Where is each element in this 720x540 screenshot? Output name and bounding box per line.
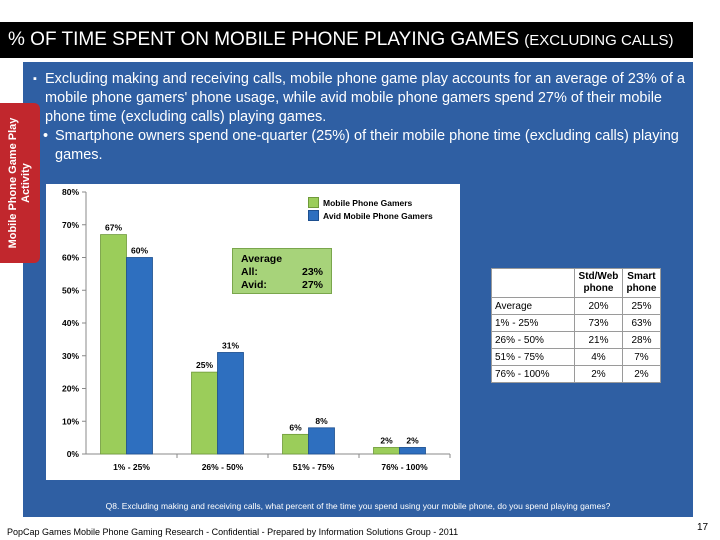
page-number: 17 — [697, 522, 709, 533]
chart-legend: Mobile Phone Gamers Avid Mobile Phone Ga… — [308, 196, 433, 222]
table-header — [491, 268, 575, 298]
table-cell: 4% — [574, 348, 623, 366]
y-tick-label: 40% — [62, 318, 79, 328]
bullet-list: ▪ Excluding making and receiving calls, m… — [33, 70, 693, 165]
data-label: 8% — [315, 416, 328, 426]
average-row-avid: Avid: 27% — [241, 279, 323, 291]
table-cell: 2% — [621, 365, 662, 383]
table-row: 76% - 100% 2% 2% — [491, 365, 662, 383]
table-row: 26% - 50% 21% 28% — [491, 331, 662, 349]
table-row: 1% - 25% 73% 63% — [491, 314, 662, 332]
table-cell: 2% — [574, 365, 623, 383]
table-header-row: Std/Web phone Smart phone — [491, 268, 662, 298]
bar-avid-gamers — [217, 352, 244, 455]
y-tick-label: 60% — [62, 253, 79, 263]
x-tick-label: 76% - 100% — [381, 462, 428, 472]
x-tick-label: 26% - 50% — [202, 462, 244, 472]
table-cell: 76% - 100% — [491, 365, 575, 383]
bar-avid-gamers — [126, 257, 153, 455]
bar-mobile-gamers — [282, 433, 309, 455]
table-row: Average 20% 25% — [491, 297, 662, 315]
bar-avid-gamers — [308, 427, 335, 455]
average-box: Average All: 23% Avid: 27% — [232, 248, 332, 294]
average-row-all: All: 23% — [241, 266, 323, 278]
y-tick-label: 20% — [62, 384, 79, 394]
x-tick-label: 1% - 25% — [113, 462, 150, 472]
table-cell: 20% — [574, 297, 623, 315]
y-tick-label: 10% — [62, 416, 79, 426]
legend-swatch-green — [308, 197, 319, 208]
table-cell: 25% — [621, 297, 662, 315]
bar-avid-gamers — [399, 447, 426, 455]
legend-item-avid: Avid Mobile Phone Gamers — [308, 209, 433, 222]
table-cell: 21% — [574, 331, 623, 349]
y-tick-label: 70% — [62, 220, 79, 230]
data-label: 31% — [222, 340, 239, 350]
table-row: 51% - 75% 4% 7% — [491, 348, 662, 366]
bar-mobile-gamers — [373, 447, 400, 455]
table-cell: 7% — [621, 348, 662, 366]
table-cell: 51% - 75% — [491, 348, 575, 366]
bar-chart: 0% 10% 20% 30% 40% 50% 60% 70% 80% 1% - 25% 67% 60%… — [46, 184, 460, 480]
average-title: Average — [241, 253, 283, 265]
data-label: 25% — [196, 360, 213, 370]
legend-swatch-blue — [308, 210, 319, 221]
footer-text: PopCap Games Mobile Phone Gaming Researc… — [7, 527, 459, 537]
data-label: 2% — [380, 435, 393, 445]
chart-svg: 0% 10% 20% 30% 40% 50% 60% 70% 80% 1% - 25% 67% 60%… — [62, 187, 451, 472]
table-cell: 28% — [621, 331, 662, 349]
y-tick-label: 80% — [62, 187, 79, 197]
y-tick-label: 0% — [67, 449, 80, 459]
legend-item-gamers: Mobile Phone Gamers — [308, 196, 433, 209]
table-header: Smart phone — [621, 268, 662, 298]
slide-title: % OF TIME SPENT ON MOBILE PHONE PLAYING … — [8, 29, 674, 50]
table-cell: 26% - 50% — [491, 331, 575, 349]
bar-mobile-gamers — [191, 371, 218, 455]
title-bar: % OF TIME SPENT ON MOBILE PHONE PLAYING … — [0, 22, 693, 58]
table-cell: 1% - 25% — [491, 314, 575, 332]
table-cell: 63% — [621, 314, 662, 332]
y-tick-label: 50% — [62, 285, 79, 295]
table-header: Std/Web phone — [574, 268, 623, 298]
survey-question: Q8. Excluding making and receiving calls… — [105, 501, 611, 511]
y-tick-label: 30% — [62, 351, 79, 361]
data-label: 2% — [406, 435, 419, 445]
side-tab: Mobile Phone Game Play Activity — [0, 103, 40, 263]
data-label: 67% — [105, 223, 122, 233]
x-tick-label: 51% - 75% — [293, 462, 335, 472]
data-label: 60% — [131, 246, 148, 256]
bullet-sub: • Smartphone owners spend one-quarter (25… — [43, 128, 679, 163]
table-cell: Average — [491, 297, 575, 315]
bullet-main: ▪ Excluding making and receiving calls, m… — [33, 71, 685, 125]
side-tab-label: Mobile Phone Game Play Activity — [7, 117, 32, 249]
table-cell: 73% — [574, 314, 623, 332]
data-label: 6% — [289, 422, 302, 432]
bar-mobile-gamers — [100, 234, 127, 455]
phone-type-table: Std/Web phone Smart phone Average 20% 25% … — [491, 268, 662, 383]
